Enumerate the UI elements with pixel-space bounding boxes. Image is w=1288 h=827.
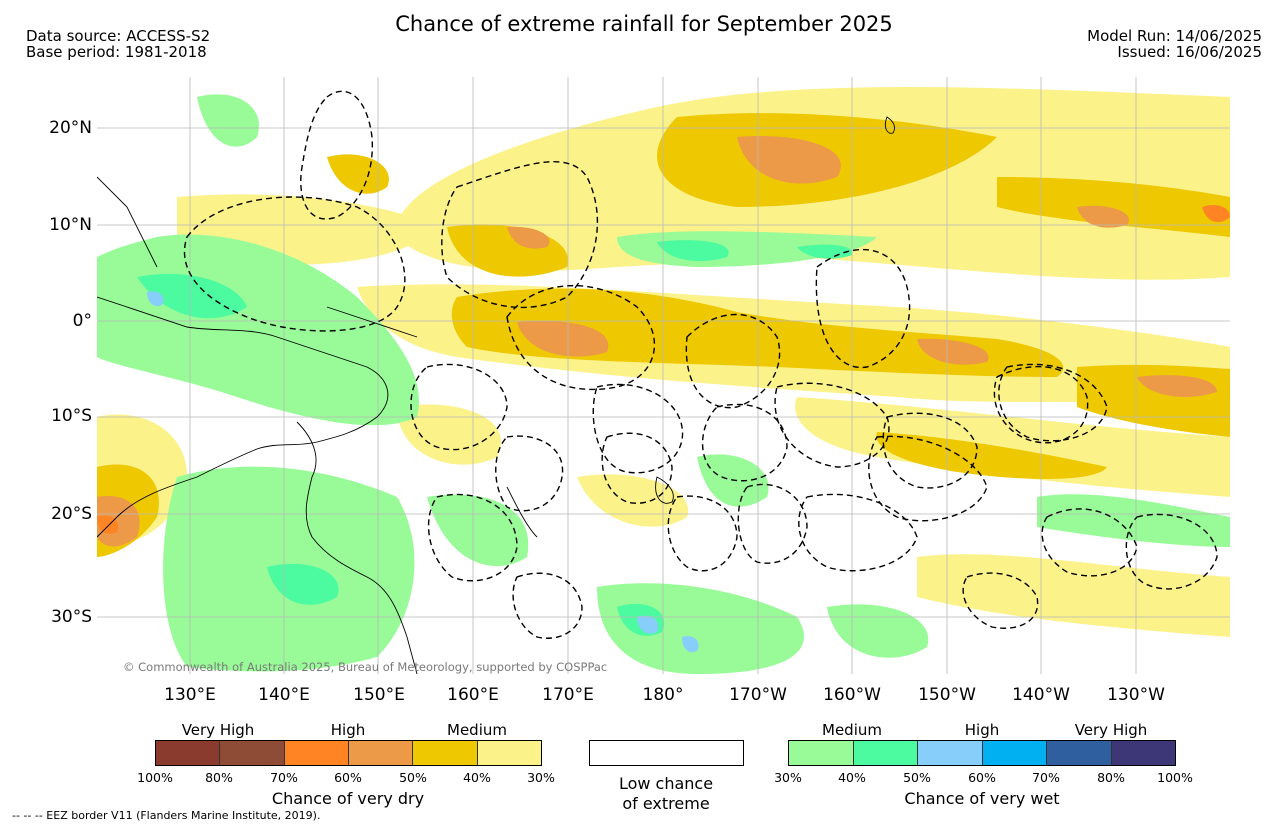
low-chance-caption-1: Low chance	[618, 774, 714, 793]
dry-tick: 50%	[399, 770, 427, 785]
metadata-left: Data source: ACCESS-S2 Base period: 1981…	[26, 28, 210, 60]
lon-label-170e: 170°E	[542, 685, 594, 705]
wet-tick: 80%	[1097, 770, 1125, 785]
dry-tick: 80%	[205, 770, 233, 785]
dry-tick: 100%	[137, 770, 173, 785]
wet-swatch-3	[918, 741, 983, 765]
dry-swatch-4	[348, 741, 414, 765]
dry-region-very-high	[97, 205, 1230, 534]
lon-label-160e: 160°E	[447, 685, 499, 705]
lon-label-170w: 170°W	[729, 685, 787, 705]
wet-colorbar	[788, 740, 1176, 766]
wet-tick: 60%	[968, 770, 996, 785]
dry-category-very-high: Very High	[181, 721, 255, 739]
dry-swatch-1	[156, 741, 221, 765]
lon-label-130w: 130°W	[1107, 685, 1165, 705]
metadata-right: Model Run: 14/06/2025 Issued: 16/06/2025	[1087, 28, 1262, 60]
lat-label-eq: 0°	[72, 311, 92, 331]
dry-tick: 70%	[270, 770, 298, 785]
wet-caption: Chance of very wet	[904, 789, 1060, 808]
dry-category-high: High	[330, 721, 366, 739]
lon-label-140e: 140°E	[258, 685, 310, 705]
wet-category-high: High	[964, 721, 1000, 739]
lon-label-150w: 150°W	[918, 685, 976, 705]
map-title: Chance of extreme rainfall for September…	[395, 12, 893, 36]
dry-swatch-3	[284, 741, 349, 765]
dry-region-high	[97, 136, 1217, 547]
wet-region-very-high	[147, 291, 699, 653]
low-chance-caption-2: of extreme	[622, 794, 710, 813]
wet-tick: 100%	[1157, 770, 1193, 785]
dry-tick: 60%	[334, 770, 362, 785]
lon-label-180: 180°	[642, 685, 684, 705]
lon-label-140w: 140°W	[1012, 685, 1070, 705]
wet-swatch-6	[1111, 741, 1175, 765]
wet-tick: 50%	[903, 770, 931, 785]
wet-tick: 30%	[774, 770, 802, 785]
lat-label-20s: 20°S	[51, 504, 92, 524]
wet-category-medium: Medium	[822, 721, 882, 739]
wet-swatch-1	[789, 741, 854, 765]
lat-label-10n: 10°N	[49, 215, 92, 235]
graticule	[97, 77, 1230, 674]
copyright-text: © Commonwealth of Australia 2025, Bureau…	[123, 660, 608, 674]
dry-swatch-2	[220, 741, 285, 765]
data-source-text: Data source: ACCESS-S2	[26, 27, 211, 45]
lon-label-150e: 150°E	[353, 685, 405, 705]
map-canvas	[97, 77, 1230, 674]
model-run-text: Model Run: 14/06/2025	[1087, 27, 1262, 45]
low-chance-swatch	[589, 740, 744, 766]
coastlines	[97, 116, 896, 674]
wet-swatch-2	[853, 741, 918, 765]
wet-tick: 40%	[838, 770, 866, 785]
dry-caption: Chance of very dry	[271, 789, 425, 808]
low-chance-fill	[590, 741, 743, 765]
dry-swatch-6	[477, 741, 541, 765]
wet-swatch-4	[982, 741, 1047, 765]
eez-borders	[183, 90, 1218, 639]
dry-colorbar	[155, 740, 542, 766]
lat-label-20n: 20°N	[49, 118, 92, 138]
lon-label-160w: 160°W	[823, 685, 881, 705]
eez-border-note: -- -- -- EEZ border V11 (Flanders Marine…	[12, 809, 321, 822]
dry-category-medium: Medium	[447, 721, 507, 739]
lat-label-10s: 10°S	[51, 406, 92, 426]
dry-swatch-5	[413, 741, 478, 765]
base-period-text: Base period: 1981-2018	[26, 43, 207, 61]
wet-category-very-high: Very High	[1074, 721, 1148, 739]
rainfall-map	[97, 77, 1230, 674]
wet-swatch-5	[1047, 741, 1112, 765]
lat-label-30s: 30°S	[51, 607, 92, 627]
lon-label-130e: 130°E	[164, 685, 216, 705]
dry-tick: 30%	[527, 770, 555, 785]
wet-tick: 70%	[1032, 770, 1060, 785]
issued-text: Issued: 16/06/2025	[1117, 43, 1262, 61]
dry-tick: 40%	[463, 770, 491, 785]
